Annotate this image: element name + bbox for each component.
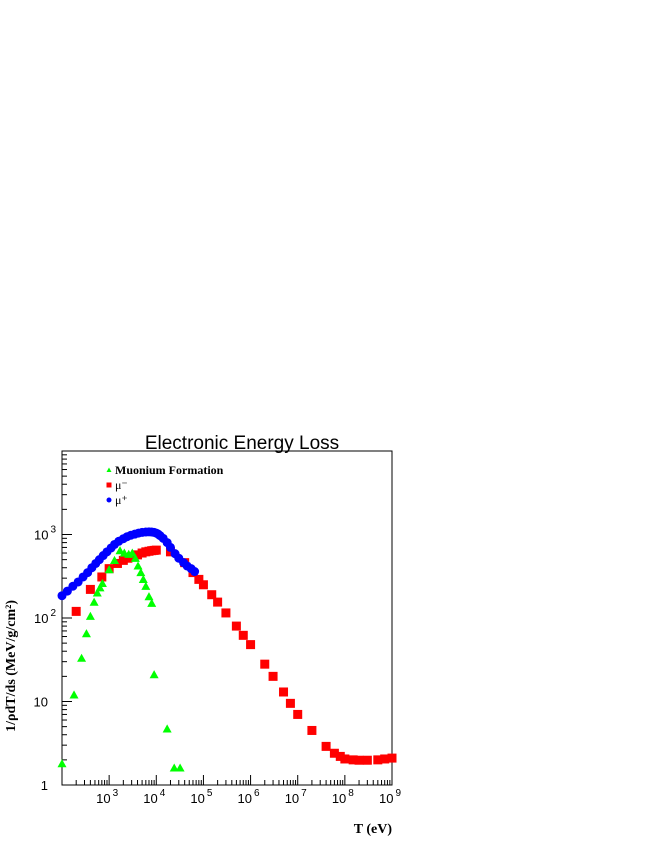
data-point-square: [198, 580, 208, 590]
data-point-square: [348, 755, 358, 765]
data-point-square: [329, 748, 339, 758]
data-point-square: [260, 659, 270, 669]
x-tick-label: 10 8: [332, 788, 354, 806]
data-point-triangle: [97, 578, 107, 587]
data-markers: [57, 527, 397, 772]
data-point-triangle: [138, 574, 148, 583]
data-point-square: [118, 555, 128, 565]
data-point-square: [238, 630, 248, 640]
data-point-square: [268, 671, 278, 681]
data-point-triangle: [85, 611, 95, 620]
legend-label: Muonium Formation: [115, 463, 224, 477]
data-point-triangle: [57, 759, 67, 768]
data-point-square: [293, 709, 303, 719]
x-tick-label: 10 7: [285, 788, 307, 806]
data-point-triangle: [69, 690, 79, 699]
legend-label: μ⁻: [115, 478, 128, 492]
data-point-square: [373, 755, 383, 765]
x-tick-label: 10 4: [143, 788, 165, 806]
y-axis-label: 1/ρdT/ds (MeV/g/cm²): [4, 600, 19, 732]
data-point-square: [71, 606, 81, 616]
data-point-triangle: [110, 555, 120, 564]
y-tick-label: 1: [41, 778, 48, 793]
data-point-square: [133, 550, 143, 560]
data-point-square: [387, 753, 397, 763]
data-point-triangle: [136, 568, 146, 577]
data-point-circle: [190, 567, 200, 577]
x-tick-label: 10 6: [238, 788, 260, 806]
legend-marker-square: [106, 482, 112, 488]
data-point-square: [321, 741, 331, 751]
data-point-square: [151, 545, 161, 555]
data-point-square: [207, 590, 217, 600]
data-point-square: [285, 698, 295, 708]
data-point-square: [213, 597, 223, 607]
data-point-triangle: [95, 583, 105, 592]
legend-marker-triangle: [106, 467, 112, 472]
data-point-triangle: [77, 653, 87, 662]
data-point-square: [194, 574, 204, 584]
legend-marker-circle: [106, 497, 112, 503]
data-point-circle: [165, 542, 175, 552]
data-point-square: [246, 640, 256, 650]
data-point-square: [221, 608, 231, 618]
data-point-triangle: [89, 597, 99, 606]
data-point-triangle: [115, 546, 125, 555]
data-point-triangle: [175, 763, 185, 772]
x-tick-label: 10 9: [379, 788, 401, 806]
data-point-triangle: [92, 588, 102, 597]
data-point-square: [279, 687, 289, 697]
data-point-square: [340, 754, 350, 764]
chart-title: Electronic Energy Loss: [145, 433, 339, 454]
data-point-square: [362, 755, 372, 765]
data-point-triangle: [130, 553, 140, 562]
data-point-triangle: [147, 598, 157, 607]
data-point-square: [335, 751, 345, 761]
data-point-triangle: [104, 565, 114, 574]
data-point-square: [97, 572, 107, 582]
data-point-triangle: [169, 763, 179, 772]
data-point-square: [231, 621, 241, 631]
data-point-square: [307, 725, 317, 735]
data-point-triangle: [144, 592, 154, 601]
x-tick-label: 10 5: [190, 788, 212, 806]
data-point-triangle: [141, 581, 151, 590]
x-axis-label: T (eV): [354, 822, 393, 837]
data-point-triangle: [149, 670, 159, 679]
y-tick-label: 10 3: [34, 525, 56, 543]
data-point-triangle: [127, 548, 137, 557]
data-point-square: [85, 584, 95, 594]
y-tick-label: 10: [34, 695, 48, 710]
legend-label: μ⁺: [115, 493, 128, 507]
data-point-triangle: [81, 629, 91, 638]
data-point-triangle: [162, 724, 172, 733]
y-tick-label: 10 2: [34, 608, 56, 626]
x-tick-label: 10 3: [96, 788, 118, 806]
data-point-square: [354, 755, 364, 765]
data-point-square: [380, 754, 390, 764]
data-point-triangle: [133, 561, 143, 570]
